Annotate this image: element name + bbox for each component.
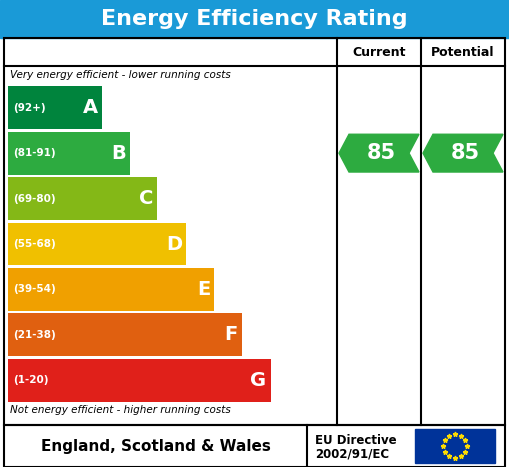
Bar <box>8 359 271 402</box>
Text: (1-20): (1-20) <box>13 375 48 385</box>
Text: (55-68): (55-68) <box>13 239 56 249</box>
Text: Not energy efficient - higher running costs: Not energy efficient - higher running co… <box>10 405 231 415</box>
Text: Potential: Potential <box>431 45 495 58</box>
Text: E: E <box>197 280 210 299</box>
Bar <box>4 425 505 467</box>
Bar <box>8 86 102 129</box>
Bar <box>8 223 186 265</box>
Text: F: F <box>225 325 238 344</box>
Text: (21-38): (21-38) <box>13 330 56 340</box>
Bar <box>0 0 509 38</box>
Text: Energy Efficiency Rating: Energy Efficiency Rating <box>101 9 408 29</box>
Text: (39-54): (39-54) <box>13 284 56 294</box>
Bar <box>8 132 130 175</box>
Text: A: A <box>83 98 98 117</box>
Polygon shape <box>339 134 419 172</box>
Text: EU Directive: EU Directive <box>315 434 397 447</box>
Text: B: B <box>111 144 126 163</box>
Text: 85: 85 <box>366 143 395 163</box>
Bar <box>8 177 157 220</box>
Text: Current: Current <box>352 45 406 58</box>
Bar <box>4 38 505 425</box>
Text: (81-91): (81-91) <box>13 148 55 158</box>
Text: England, Scotland & Wales: England, Scotland & Wales <box>41 439 270 453</box>
Text: 2002/91/EC: 2002/91/EC <box>315 447 389 460</box>
Text: Very energy efficient - lower running costs: Very energy efficient - lower running co… <box>10 70 231 80</box>
Text: 85: 85 <box>450 143 479 163</box>
Text: (92+): (92+) <box>13 103 46 113</box>
Polygon shape <box>423 134 503 172</box>
Bar <box>415 429 495 463</box>
Bar <box>8 268 214 311</box>
Text: (69-80): (69-80) <box>13 193 55 204</box>
Text: D: D <box>166 234 182 254</box>
Text: C: C <box>139 189 154 208</box>
Text: G: G <box>250 371 267 390</box>
Bar <box>8 313 242 356</box>
